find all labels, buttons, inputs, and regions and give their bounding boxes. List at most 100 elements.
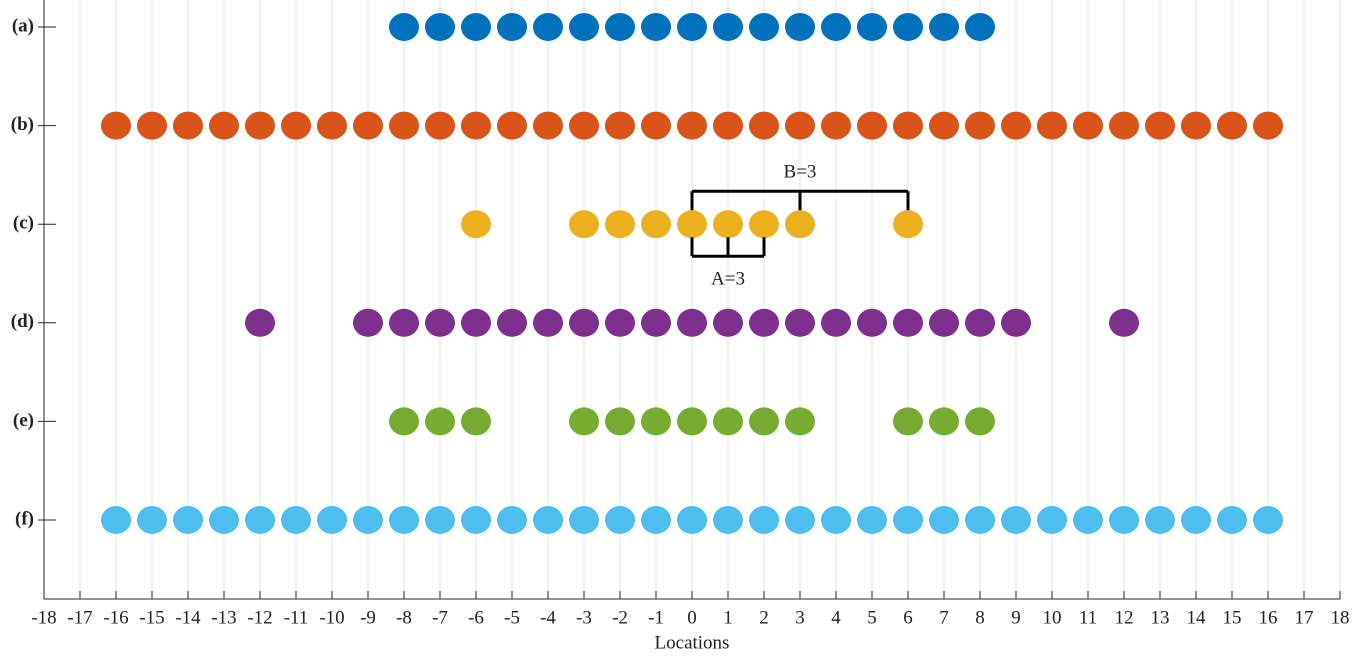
bracket — [690, 189, 910, 211]
dot — [569, 210, 599, 239]
dot — [497, 308, 527, 337]
dot — [605, 308, 635, 337]
dot — [173, 111, 203, 140]
dot — [965, 13, 995, 41]
x-tick-label: 6 — [903, 607, 913, 628]
dot — [605, 506, 635, 534]
dot — [533, 506, 563, 534]
x-tick-label: -2 — [612, 607, 628, 628]
dot — [1037, 506, 1067, 534]
dot — [857, 13, 887, 41]
dot — [1109, 308, 1139, 337]
dot — [533, 111, 563, 140]
dot — [389, 13, 419, 41]
dot — [389, 506, 419, 534]
x-tick-label: 0 — [687, 607, 697, 628]
dot — [749, 506, 779, 534]
dot — [101, 111, 131, 140]
dot — [533, 13, 563, 41]
dot — [965, 111, 995, 140]
dot — [893, 13, 923, 41]
x-tick-label: -14 — [175, 607, 201, 628]
dot — [605, 407, 635, 436]
x-tick-label: 12 — [1115, 607, 1134, 628]
y-tick-label: (f) — [15, 508, 34, 529]
dot — [281, 111, 311, 140]
dot — [713, 13, 743, 41]
dot — [641, 308, 671, 337]
grid — [43, 0, 1341, 599]
dot — [1001, 308, 1031, 337]
x-tick-label: 13 — [1151, 607, 1170, 628]
dot — [137, 111, 167, 140]
dot — [677, 308, 707, 337]
x-tick-label: -15 — [139, 607, 164, 628]
dot — [785, 308, 815, 337]
dot — [893, 210, 923, 239]
dot — [461, 13, 491, 41]
dot — [605, 210, 635, 239]
dot — [785, 111, 815, 140]
dot — [821, 111, 851, 140]
dot — [461, 210, 491, 239]
dot — [893, 308, 923, 337]
dot — [1073, 111, 1103, 140]
dot — [425, 308, 455, 337]
dot — [209, 111, 239, 140]
x-tick-label: 10 — [1043, 607, 1062, 628]
dot — [641, 210, 671, 239]
dot — [821, 506, 851, 534]
dot — [1001, 506, 1031, 534]
dot — [713, 506, 743, 534]
dot — [425, 506, 455, 534]
dot — [1109, 506, 1139, 534]
dot — [569, 506, 599, 534]
dot — [641, 506, 671, 534]
x-axis-label: Locations — [655, 632, 730, 653]
dot — [353, 506, 383, 534]
x-tick-label: 17 — [1295, 607, 1314, 628]
dot — [569, 13, 599, 41]
dot — [497, 111, 527, 140]
dot — [749, 407, 779, 436]
x-tick-label: 1 — [723, 607, 733, 628]
dot — [677, 111, 707, 140]
dot — [641, 407, 671, 436]
x-tick-label: 18 — [1331, 607, 1350, 628]
dot — [353, 111, 383, 140]
dot — [389, 407, 419, 436]
x-tick-label: -10 — [319, 607, 344, 628]
dot — [857, 506, 887, 534]
dot — [749, 111, 779, 140]
dot — [677, 506, 707, 534]
x-tick-label: 4 — [831, 607, 841, 628]
y-tick-label: (c) — [13, 213, 34, 234]
dot — [785, 407, 815, 436]
dot — [497, 13, 527, 41]
x-tick-label: -4 — [540, 607, 556, 628]
dot — [605, 13, 635, 41]
dot — [425, 407, 455, 436]
dot — [425, 111, 455, 140]
x-tick-label: 9 — [1011, 607, 1021, 628]
dot — [1217, 506, 1247, 534]
dot — [677, 13, 707, 41]
dot — [1253, 506, 1283, 534]
dot — [245, 506, 275, 534]
dot — [101, 506, 131, 534]
x-tick-label: -11 — [284, 607, 309, 628]
dot — [173, 506, 203, 534]
dot — [425, 13, 455, 41]
dot — [461, 308, 491, 337]
dot — [785, 506, 815, 534]
dot — [713, 308, 743, 337]
dot — [785, 210, 815, 239]
dot — [749, 13, 779, 41]
dot — [1037, 111, 1067, 140]
dot — [677, 210, 707, 239]
dot — [497, 506, 527, 534]
dot — [1145, 506, 1175, 534]
dot — [245, 111, 275, 140]
annotation: B=3 — [784, 162, 817, 183]
